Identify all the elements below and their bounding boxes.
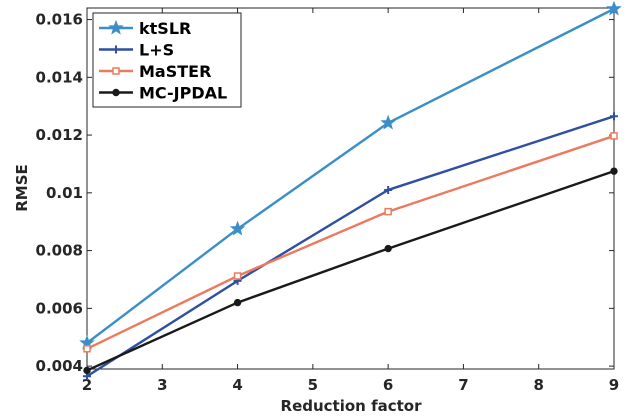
legend-label-mc-jpdal: MC-JPDAL xyxy=(139,84,227,103)
y-tick-label: 0.01 xyxy=(46,184,83,202)
y-axis-label: RMSE xyxy=(13,164,31,212)
data-point-master xyxy=(83,345,91,353)
data-point-ktslr xyxy=(229,220,246,236)
legend-marker-master xyxy=(112,67,120,75)
y-tick-label: 0.012 xyxy=(36,126,83,144)
x-tick-label: 5 xyxy=(308,376,318,394)
legend-label-master: MaSTER xyxy=(139,62,211,81)
legend-marker-l-s xyxy=(112,45,120,54)
x-axis-label: Reduction factor xyxy=(281,397,423,415)
series-line-master xyxy=(86,134,615,350)
data-point-mc-jpdal xyxy=(610,167,618,175)
legend: ktSLR L+S MaSTER MC-JPDAL xyxy=(92,12,242,108)
plot-area: 2 3 4 5 6 7 8 9 0.004 0.006 0.008 0.01 0.012 0.014 0.0… xyxy=(36,0,622,394)
data-point-master xyxy=(610,132,618,140)
series-line-ktslr xyxy=(86,7,615,344)
data-point-ktslr xyxy=(380,114,396,130)
legend-label-ktslr: ktSLR xyxy=(139,19,191,38)
legend-marker-ktslr xyxy=(108,19,124,35)
legend-label-l-s: L+S xyxy=(139,41,174,60)
legend-marker-mc-jpdal xyxy=(112,88,120,97)
data-point-l-s xyxy=(384,185,393,194)
data-point-master xyxy=(233,272,242,280)
y-tick-label: 0.014 xyxy=(36,68,83,86)
x-tick-label: 8 xyxy=(533,376,543,394)
x-tick-label: 7 xyxy=(458,376,468,394)
y-tick-label: 0.004 xyxy=(36,357,83,375)
data-point-ktslr xyxy=(606,0,622,16)
x-tick-label: 6 xyxy=(383,376,393,394)
y-tick-label: 0.016 xyxy=(36,11,83,29)
series-line-l-s xyxy=(86,115,615,378)
y-tick-label: 0.006 xyxy=(36,299,83,317)
x-tick-label: 4 xyxy=(232,376,242,394)
plot-frame xyxy=(86,7,615,370)
data-point-mc-jpdal xyxy=(384,244,392,253)
data-point-mc-jpdal xyxy=(233,298,242,307)
x-tick-label: 9 xyxy=(609,376,619,394)
data-point-l-s xyxy=(610,112,618,121)
y-tick-label: 0.008 xyxy=(36,242,83,260)
series-line-mc-jpdal xyxy=(86,170,615,372)
x-tick-label: 2 xyxy=(82,376,92,394)
data-point-master xyxy=(384,207,392,216)
x-tick-label: 3 xyxy=(157,376,167,394)
data-point-mc-jpdal xyxy=(83,366,91,375)
